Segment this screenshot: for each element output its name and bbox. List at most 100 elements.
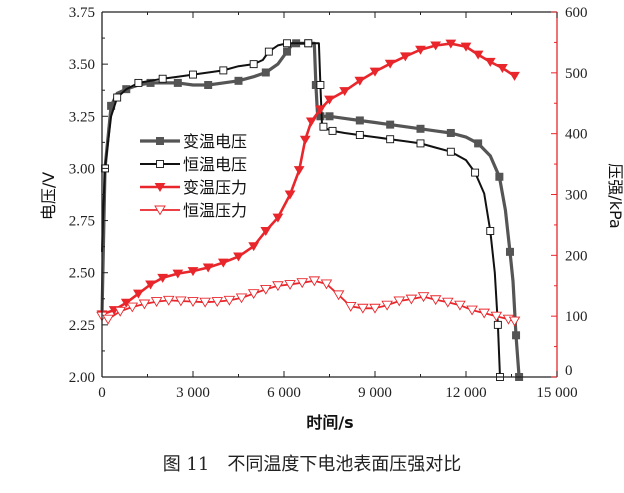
series-4: [96, 276, 521, 327]
data-point: [138, 299, 151, 310]
data-point: [223, 295, 236, 306]
data-point: [393, 296, 406, 307]
data-point: [146, 78, 155, 87]
data-point: [493, 320, 502, 329]
y2-tick-label: 100: [565, 309, 588, 325]
data-point: [172, 269, 184, 279]
data-point: [416, 139, 425, 148]
data-point: [405, 294, 418, 305]
data-point: [369, 303, 381, 314]
data-point: [332, 290, 345, 301]
y2-tick-label: 500: [565, 66, 588, 82]
y-tick-label: 3.50: [69, 57, 95, 73]
data-point: [158, 74, 167, 83]
chart: 0 3 000 6 000 9 000 12 000 15 000 2.00 2.25 2.50…: [39, 5, 624, 432]
data-point: [102, 314, 114, 325]
data-point: [471, 168, 480, 177]
data-point: [173, 78, 182, 87]
data-point: [417, 292, 430, 303]
data-point: [357, 303, 369, 314]
data-point: [199, 297, 211, 308]
legend-item: 恒温电压: [140, 155, 247, 174]
data-point: [299, 135, 311, 145]
y2-tick-label: 400: [565, 127, 588, 143]
data-point: [497, 63, 508, 73]
figure-caption: 图 11 不同温度下电池表面压强对比: [162, 454, 462, 475]
data-point: [466, 305, 478, 316]
data-point: [204, 81, 213, 89]
data-point: [315, 105, 326, 115]
data-point: [344, 301, 357, 312]
data-point: [320, 279, 333, 290]
y-tick-label: 2.75: [69, 214, 95, 230]
data-point: [126, 302, 139, 313]
data-point: [319, 122, 328, 131]
data-point: [175, 296, 187, 307]
data-point: [454, 300, 466, 311]
legend-marker: [156, 160, 164, 168]
data-point: [284, 280, 296, 290]
data-point: [399, 52, 411, 62]
data-point: [484, 57, 496, 67]
series-line: [101, 279, 515, 322]
legend-item: 变温电压: [140, 132, 247, 151]
data-point: [219, 66, 228, 75]
data-point: [211, 297, 224, 307]
data-point: [512, 331, 521, 340]
data-point: [162, 295, 175, 306]
data-point: [509, 71, 520, 81]
x-tick-label: 15 000: [536, 385, 577, 401]
legend-label: 变温压力: [183, 178, 247, 197]
data-point: [187, 267, 199, 277]
y2-tick-label: 300: [565, 188, 588, 204]
legend-marker: [154, 205, 166, 216]
data-point: [261, 68, 270, 77]
data-point: [305, 117, 317, 127]
y-tick-label: 2.50: [69, 266, 95, 282]
data-point: [430, 41, 442, 51]
data-point: [113, 93, 122, 102]
data-point: [272, 281, 284, 292]
data-point: [189, 70, 197, 79]
data-point: [369, 67, 381, 77]
x-tick-label: 12 000: [445, 385, 486, 401]
data-point: [235, 293, 248, 304]
x-tick-label: 0: [98, 385, 106, 401]
y2-tick-label: 600: [565, 5, 588, 21]
data-point: [283, 47, 292, 56]
y2-axis-title: 压强/kPa: [606, 163, 624, 228]
series-layer: [96, 39, 524, 381]
y-tick-label: 2.25: [69, 318, 95, 334]
series-1: [100, 39, 524, 381]
x-tick-label: 6 000: [267, 385, 301, 401]
data-point: [217, 258, 229, 268]
data-point: [249, 60, 258, 69]
data-point: [234, 76, 243, 85]
data-point: [495, 172, 504, 181]
y-tick-label: 3.25: [69, 109, 95, 125]
data-point: [187, 297, 199, 307]
data-point: [134, 78, 143, 87]
data-point: [304, 39, 313, 48]
y-axis-title: 电压/V: [39, 172, 58, 220]
data-point: [114, 306, 126, 317]
data-point: [260, 227, 272, 236]
data-point: [283, 39, 291, 48]
x-tick-label: 9 000: [358, 385, 392, 401]
data-point: [508, 316, 521, 327]
legend-item: 恒温压力: [140, 201, 247, 220]
data-point: [202, 263, 214, 273]
data-point: [328, 126, 337, 135]
data-point: [442, 297, 454, 308]
legend-marker: [154, 183, 166, 192]
data-point: [157, 273, 169, 283]
data-point: [445, 39, 457, 49]
data-point: [264, 47, 273, 56]
data-point: [247, 289, 260, 300]
data-point: [386, 120, 395, 129]
data-point: [446, 128, 455, 137]
data-point: [478, 308, 490, 319]
data-point: [355, 131, 364, 140]
data-point: [386, 135, 395, 144]
data-point: [429, 295, 442, 306]
